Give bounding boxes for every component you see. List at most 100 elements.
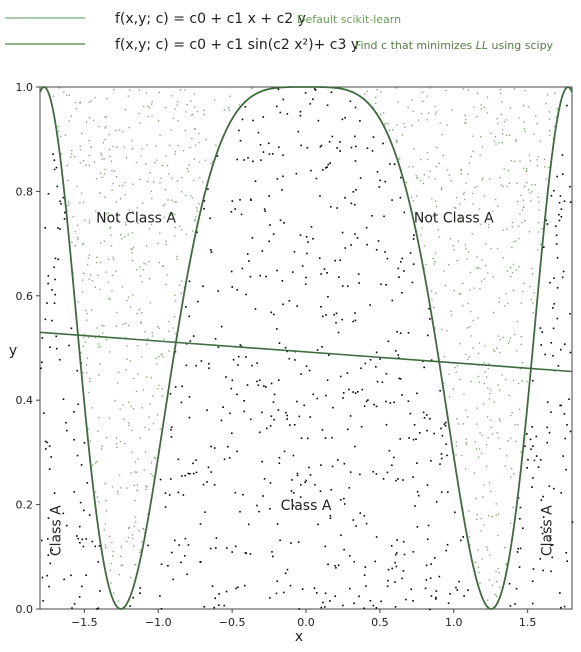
scatter-point-class-a <box>352 391 354 393</box>
scatter-point-class-a <box>331 436 333 439</box>
scatter-point-not-class-a <box>388 129 391 131</box>
scatter-point-not-class-a <box>164 188 167 191</box>
scatter-point-class-a <box>413 234 415 237</box>
scatter-point-class-a <box>88 514 91 516</box>
scatter-point-class-a <box>571 521 574 523</box>
scatter-point-not-class-a <box>481 452 483 454</box>
scatter-point-not-class-a <box>155 145 157 147</box>
scatter-point-not-class-a <box>476 92 479 94</box>
scatter-point-not-class-a <box>476 256 478 258</box>
scatter-point-not-class-a <box>161 353 163 355</box>
scatter-point-not-class-a <box>105 125 107 128</box>
scatter-point-class-a <box>355 189 357 191</box>
scatter-point-class-a <box>344 196 346 199</box>
scatter-point-class-a <box>329 517 332 519</box>
scatter-point-not-class-a <box>507 302 509 305</box>
scatter-point-class-a <box>444 421 447 424</box>
scatter-point-class-a <box>243 399 245 402</box>
scatter-point-not-class-a <box>523 104 525 107</box>
scatter-point-class-a <box>357 390 359 393</box>
scatter-point-not-class-a <box>480 530 482 532</box>
scatter-point-class-a <box>359 512 362 514</box>
scatter-point-not-class-a <box>105 499 107 502</box>
scatter-point-class-a <box>206 481 208 483</box>
scatter-point-not-class-a <box>418 119 420 121</box>
scatter-point-not-class-a <box>543 158 546 161</box>
scatter-point-class-a <box>164 492 167 494</box>
scatter-point-class-a <box>403 553 406 556</box>
scatter-point-class-a <box>329 205 332 208</box>
scatter-point-not-class-a <box>469 544 471 546</box>
scatter-point-class-a <box>60 203 62 205</box>
scatter-point-not-class-a <box>434 252 437 254</box>
scatter-point-not-class-a <box>488 218 490 221</box>
scatter-point-class-a <box>265 275 267 278</box>
scatter-point-class-a <box>265 386 267 388</box>
scatter-point-not-class-a <box>74 245 76 247</box>
scatter-point-class-a <box>391 464 393 467</box>
scatter-point-not-class-a <box>153 161 156 164</box>
scatter-point-class-a <box>556 257 559 259</box>
scatter-point-class-a <box>48 445 51 447</box>
scatter-point-class-a <box>291 479 293 481</box>
scatter-point-not-class-a <box>506 228 508 230</box>
scatter-point-not-class-a <box>459 293 462 295</box>
y-tick-label: 0.8 <box>16 185 34 198</box>
legend-note-part1: Find c that minimizes <box>355 39 476 52</box>
scatter-point-not-class-a <box>405 181 408 184</box>
scatter-point-class-a <box>391 299 394 302</box>
scatter-point-class-a <box>426 538 429 540</box>
scatter-point-class-a <box>330 489 333 491</box>
scatter-point-not-class-a <box>174 213 176 216</box>
scatter-point-class-a <box>206 409 208 411</box>
region-annotation: Class A <box>49 505 65 556</box>
scatter-point-not-class-a <box>113 170 116 173</box>
scatter-point-class-a <box>238 129 240 132</box>
scatter-point-not-class-a <box>88 140 90 142</box>
scatter-point-not-class-a <box>375 96 377 98</box>
scatter-point-class-a <box>251 236 254 239</box>
scatter-point-not-class-a <box>497 205 499 207</box>
scatter-point-class-a <box>299 234 302 236</box>
scatter-point-class-a <box>562 173 564 175</box>
scatter-point-not-class-a <box>473 287 475 289</box>
scatter-point-not-class-a <box>105 437 107 439</box>
y-axis-label: y <box>9 343 17 359</box>
scatter-point-class-a <box>262 495 264 497</box>
scatter-point-class-a <box>399 196 402 199</box>
scatter-point-not-class-a <box>535 115 537 117</box>
scatter-point-not-class-a <box>549 130 551 132</box>
scatter-point-class-a <box>254 308 257 310</box>
scatter-point-not-class-a <box>538 209 540 211</box>
scatter-point-not-class-a <box>116 325 118 327</box>
scatter-point-class-a <box>332 406 334 409</box>
scatter-point-class-a <box>381 381 384 384</box>
scatter-point-class-a <box>402 540 405 543</box>
scatter-point-class-a <box>54 278 56 281</box>
scatter-point-not-class-a <box>96 461 98 463</box>
scatter-point-class-a <box>562 455 565 457</box>
scatter-point-class-a <box>336 147 338 149</box>
scatter-point-class-a <box>394 606 397 608</box>
scatter-point-class-a <box>349 471 352 473</box>
scatter-point-class-a <box>354 445 356 448</box>
scatter-point-not-class-a <box>548 118 551 120</box>
scatter-point-not-class-a <box>464 198 466 201</box>
scatter-point-class-a <box>76 454 79 457</box>
scatter-point-not-class-a <box>101 176 103 178</box>
scatter-point-not-class-a <box>468 251 470 253</box>
scatter-point-not-class-a <box>191 197 194 199</box>
scatter-point-class-a <box>321 346 323 348</box>
scatter-point-not-class-a <box>478 448 481 450</box>
scatter-point-not-class-a <box>527 106 530 108</box>
scatter-point-class-a <box>373 403 375 406</box>
scatter-point-not-class-a <box>158 384 160 387</box>
scatter-point-not-class-a <box>537 156 539 158</box>
scatter-point-class-a <box>271 551 273 553</box>
legend-note-part3: using scipy <box>488 39 554 52</box>
scatter-point-not-class-a <box>163 216 166 218</box>
scatter-point-not-class-a <box>427 158 429 161</box>
scatter-point-not-class-a <box>476 423 478 425</box>
scatter-point-class-a <box>535 455 538 457</box>
scatter-point-class-a <box>207 466 210 469</box>
